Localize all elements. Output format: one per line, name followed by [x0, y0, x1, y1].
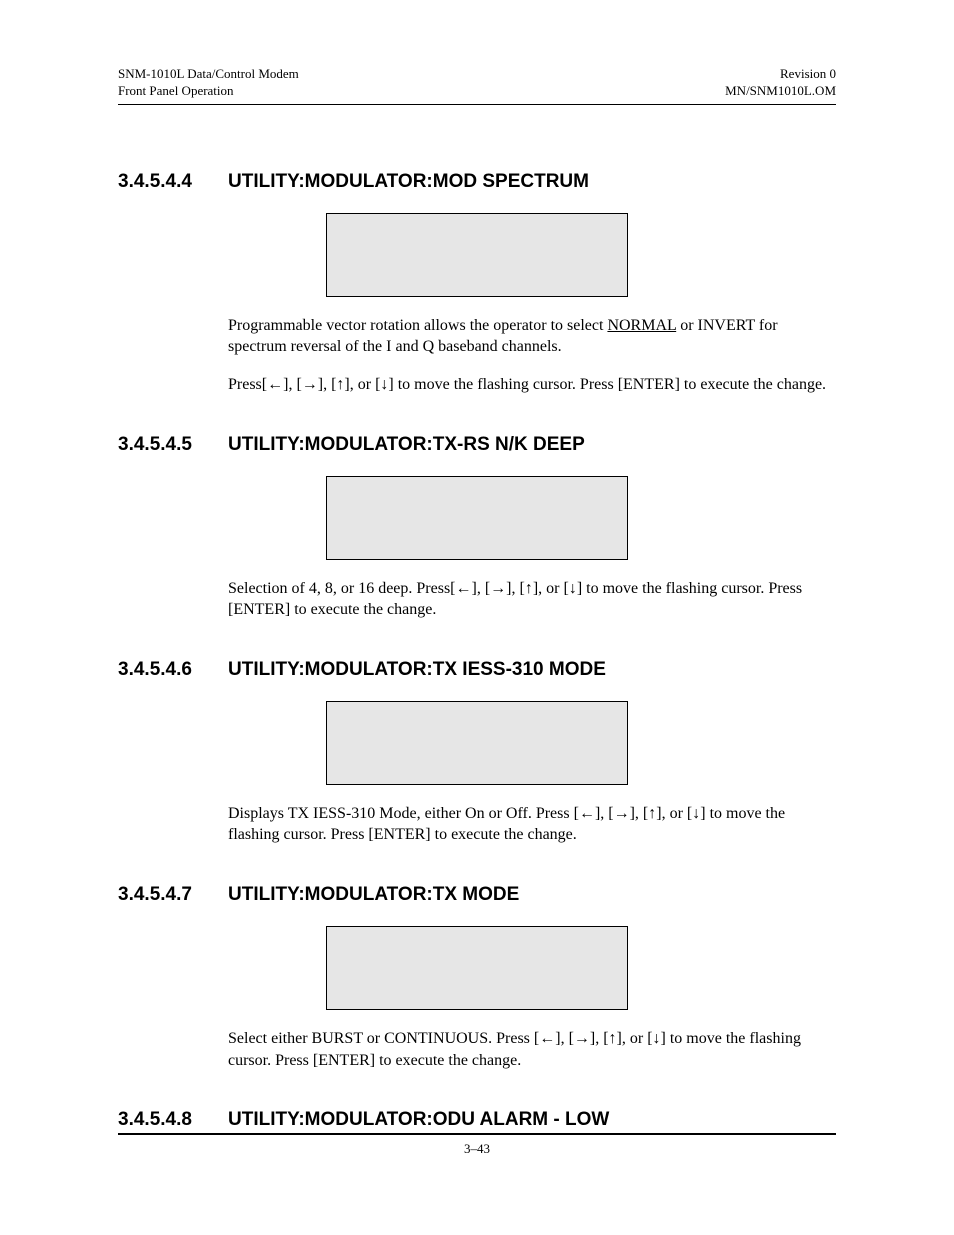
header-left-1: SNM-1010L Data/Control Modem [118, 66, 299, 83]
section-title: UTILITY:MODULATOR:ODU ALARM - LOW [228, 1109, 609, 1131]
section-odu-alarm-low: 3.4.5.4.8 UTILITY:MODULATOR:ODU ALARM - … [118, 1109, 836, 1131]
section-title: UTILITY:MODULATOR:TX MODE [228, 884, 519, 906]
paragraph: Select either BURST or CONTINUOUS. Press… [228, 1028, 836, 1071]
section-number: 3.4.5.4.4 [118, 171, 228, 193]
section-tx-iess310: 3.4.5.4.6 UTILITY:MODULATOR:TX IESS-310 … [118, 659, 836, 846]
section-number: 3.4.5.4.6 [118, 659, 228, 681]
section-number: 3.4.5.4.8 [118, 1109, 228, 1131]
page-number: 3–43 [118, 1141, 836, 1157]
section-title: UTILITY:MODULATOR:MOD SPECTRUM [228, 171, 589, 193]
section-tx-mode: 3.4.5.4.7 UTILITY:MODULATOR:TX MODE Sele… [118, 884, 836, 1071]
display-box [326, 213, 628, 297]
header-right-1: Revision 0 [780, 66, 836, 83]
footer-rule [118, 1133, 836, 1135]
paragraph: Selection of 4, 8, or 16 deep. Press[←],… [228, 578, 836, 621]
display-box [326, 476, 628, 560]
paragraph: Press[←], [→], [↑], or [↓] to move the f… [228, 374, 836, 396]
paragraph: Programmable vector rotation allows the … [228, 315, 836, 358]
header-rule [118, 104, 836, 105]
section-number: 3.4.5.4.5 [118, 434, 228, 456]
section-txrs-nk-deep: 3.4.5.4.5 UTILITY:MODULATOR:TX-RS N/K DE… [118, 434, 836, 621]
display-box [326, 926, 628, 1010]
underlined-text: NORMAL [607, 317, 676, 334]
page: SNM-1010L Data/Control Modem Revision 0 … [0, 0, 954, 1235]
header-right-2: MN/SNM1010L.OM [725, 83, 836, 100]
section-title: UTILITY:MODULATOR:TX IESS-310 MODE [228, 659, 606, 681]
page-header: SNM-1010L Data/Control Modem Revision 0 … [118, 66, 836, 105]
display-box [326, 701, 628, 785]
paragraph: Displays TX IESS-310 Mode, either On or … [228, 803, 836, 846]
section-title: UTILITY:MODULATOR:TX-RS N/K DEEP [228, 434, 585, 456]
section-mod-spectrum: 3.4.5.4.4 UTILITY:MODULATOR:MOD SPECTRUM… [118, 171, 836, 396]
header-left-2: Front Panel Operation [118, 83, 234, 100]
page-footer: 3–43 [118, 1133, 836, 1157]
section-number: 3.4.5.4.7 [118, 884, 228, 906]
